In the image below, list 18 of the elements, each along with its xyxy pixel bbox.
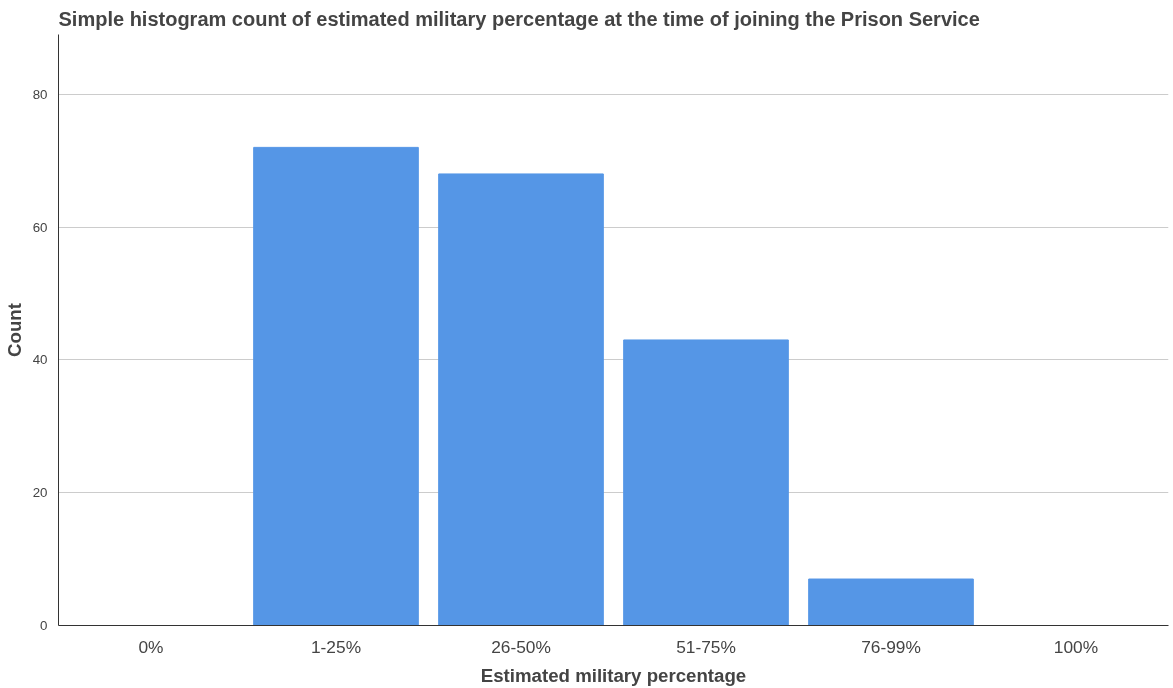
bar (808, 578, 974, 626)
x-tick-label: 1-25% (310, 636, 362, 657)
y-tick-label: 0 (40, 618, 48, 633)
bar (623, 339, 789, 626)
x-tick-label: 26-50% (491, 636, 551, 657)
x-tick-label: 0% (138, 636, 164, 657)
y-tick-label: 20 (32, 485, 48, 501)
bar (438, 173, 604, 626)
bar (253, 146, 419, 626)
x-tick-label: 51-75% (676, 636, 736, 657)
chart-title: Simple histogram count of estimated military percentage at the time of joining the Prison Service (58, 7, 980, 30)
y-tick-label: 80 (32, 86, 48, 102)
y-tick-label: 40 (32, 352, 48, 368)
x-axis-title: Estimated military percentage (480, 664, 747, 686)
y-axis-title: Count (3, 303, 25, 357)
y-tick-label: 60 (32, 219, 48, 235)
x-tick-label: 100% (1053, 636, 1099, 657)
x-tick-label: 76-99% (861, 636, 921, 657)
